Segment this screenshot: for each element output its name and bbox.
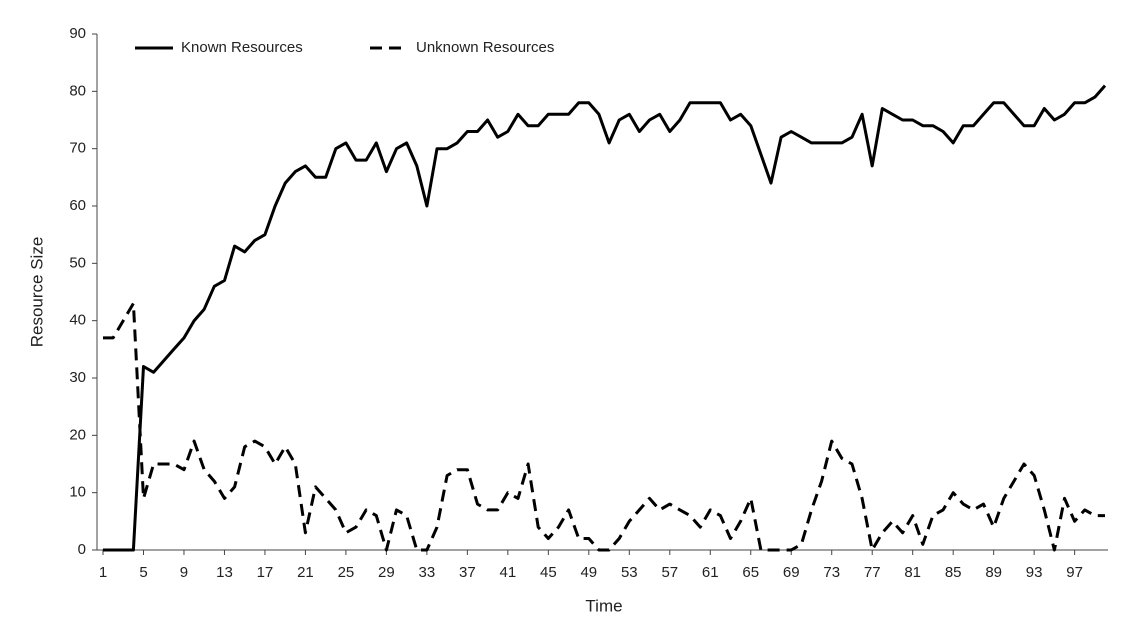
x-tick-label: 85 bbox=[945, 564, 962, 581]
x-axis-title: Time bbox=[585, 596, 622, 615]
x-tick-label: 41 bbox=[500, 564, 517, 581]
x-tick-label: 81 bbox=[904, 564, 921, 581]
x-tick-label: 29 bbox=[378, 564, 395, 581]
x-tick-label: 73 bbox=[823, 564, 840, 581]
y-tick-label: 40 bbox=[69, 312, 86, 329]
x-tick-label: 17 bbox=[257, 564, 274, 581]
x-tick-label: 25 bbox=[338, 564, 355, 581]
x-tick-label: 13 bbox=[216, 564, 233, 581]
x-tick-label: 33 bbox=[419, 564, 436, 581]
x-tick-label: 37 bbox=[459, 564, 476, 581]
x-tick-label: 5 bbox=[139, 564, 147, 581]
y-tick-label: 80 bbox=[69, 82, 86, 99]
y-tick-label: 90 bbox=[69, 25, 86, 42]
legend-label: Known Resources bbox=[181, 39, 303, 56]
y-axis-title: Resource Size bbox=[27, 237, 46, 348]
y-tick-label: 10 bbox=[69, 484, 86, 501]
y-tick-label: 70 bbox=[69, 140, 86, 157]
legend-label: Unknown Resources bbox=[416, 39, 554, 56]
x-tick-label: 21 bbox=[297, 564, 314, 581]
x-tick-label: 77 bbox=[864, 564, 881, 581]
x-tick-label: 61 bbox=[702, 564, 719, 581]
series-line bbox=[103, 84, 1107, 552]
y-tick-label: 60 bbox=[69, 197, 86, 214]
y-tick-label: 0 bbox=[78, 541, 86, 558]
y-tick-label: 50 bbox=[69, 254, 86, 271]
x-tick-label: 97 bbox=[1066, 564, 1083, 581]
x-tick-label: 89 bbox=[985, 564, 1002, 581]
x-tick-label: 93 bbox=[1026, 564, 1043, 581]
x-tick-label: 9 bbox=[180, 564, 188, 581]
x-tick-label: 49 bbox=[580, 564, 597, 581]
x-tick-label: 57 bbox=[661, 564, 678, 581]
series-line bbox=[103, 302, 1105, 552]
y-tick-label: 30 bbox=[69, 369, 86, 386]
x-tick-label: 65 bbox=[742, 564, 759, 581]
x-tick-label: 45 bbox=[540, 564, 557, 581]
x-tick-label: 1 bbox=[99, 564, 107, 581]
x-tick-label: 69 bbox=[783, 564, 800, 581]
x-tick-label: 53 bbox=[621, 564, 638, 581]
y-tick-label: 20 bbox=[69, 426, 86, 443]
